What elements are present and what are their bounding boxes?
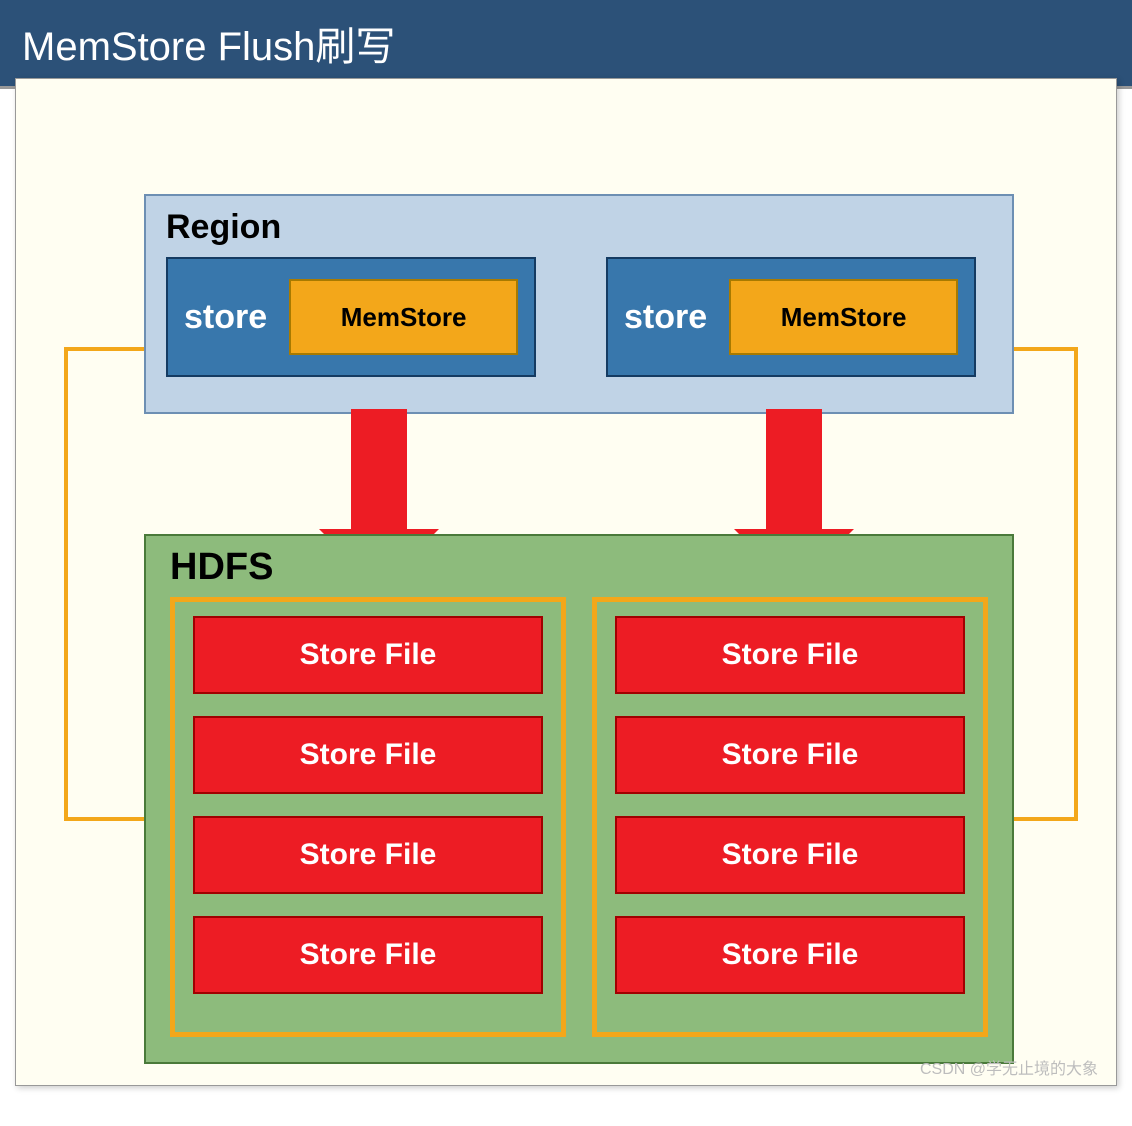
hdfs-box: HDFS Store FileStore FileStore FileStore… <box>144 534 1014 1064</box>
store-box: store MemStore <box>606 257 976 377</box>
memstore-box: MemStore <box>729 279 958 355</box>
hdfs-label: HDFS <box>170 546 988 589</box>
region-box: Region store MemStore store MemStore <box>144 194 1014 414</box>
store-file-box: Store File <box>615 716 965 794</box>
store-file-box: Store File <box>193 616 543 694</box>
store-file-box: Store File <box>615 616 965 694</box>
store-file-box: Store File <box>615 916 965 994</box>
store-file-box: Store File <box>193 916 543 994</box>
slide-header: MemStore Flush刷写 <box>0 0 1132 89</box>
region-label: Region <box>166 208 992 247</box>
store-label: store <box>624 298 707 337</box>
store-label: store <box>184 298 267 337</box>
slide-title: MemStore Flush刷写 <box>22 25 395 69</box>
memstore-box: MemStore <box>289 279 518 355</box>
file-groups-row: Store FileStore FileStore FileStore File… <box>170 597 988 1037</box>
diagram-canvas: Region store MemStore store MemStore HDFS S… <box>15 78 1117 1086</box>
store-file-group: Store File Store File Store File Store File <box>170 597 566 1037</box>
store-file-box: Store File <box>615 816 965 894</box>
store-box: store MemStore <box>166 257 536 377</box>
stores-row: store MemStore store MemStore <box>166 257 992 377</box>
store-file-box: Store File <box>193 716 543 794</box>
store-file-group: Store File Store File Store File Store File <box>592 597 988 1037</box>
store-file-box: Store File <box>193 816 543 894</box>
watermark: CSDN @学无止境的大象 <box>920 1055 1098 1079</box>
